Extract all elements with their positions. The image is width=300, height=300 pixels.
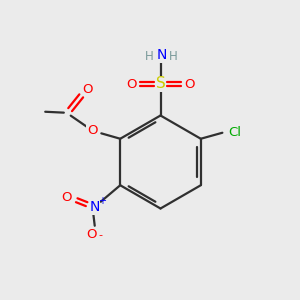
Text: N: N	[156, 48, 167, 62]
Text: O: O	[86, 228, 97, 241]
Text: O: O	[61, 191, 72, 204]
Text: O: O	[126, 77, 137, 91]
Text: +: +	[98, 196, 106, 206]
Text: O: O	[82, 83, 92, 96]
Text: H: H	[169, 50, 178, 63]
Text: -: -	[99, 230, 103, 240]
Text: S: S	[156, 76, 165, 92]
Text: N: N	[89, 200, 100, 214]
Text: O: O	[87, 124, 98, 137]
Text: O: O	[184, 77, 195, 91]
Text: Cl: Cl	[229, 126, 242, 139]
Text: H: H	[145, 50, 154, 63]
